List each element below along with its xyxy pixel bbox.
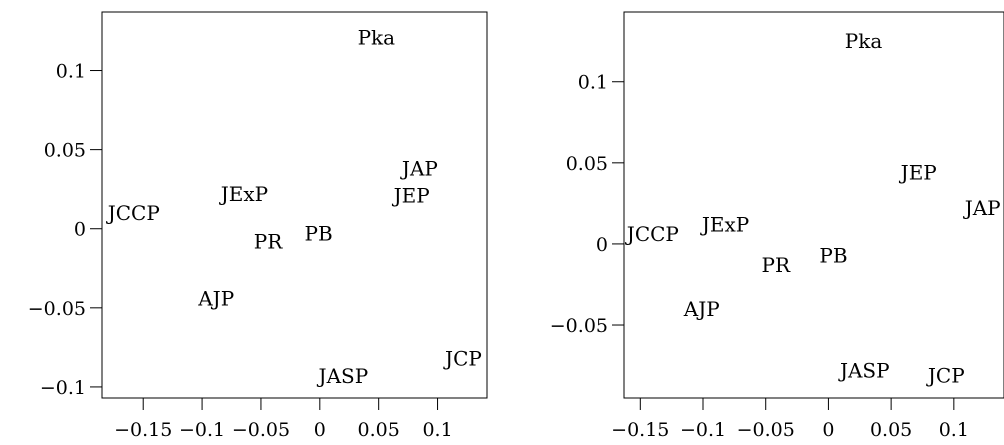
- point-label: JCCP: [625, 222, 679, 246]
- chart-panel-right: −0.15 −0.1 −0.05 0 0.05 0.1 −0.05 0 0.05 0.1 Pka JE…: [550, 11, 1004, 441]
- x-tick-label: −0.05: [737, 419, 795, 441]
- plot-frame: [623, 11, 1004, 399]
- y-tick-label: 0: [596, 234, 608, 256]
- point-label: JCCP: [106, 201, 160, 225]
- point-label: AJP: [683, 297, 720, 321]
- point-label: PR: [761, 253, 790, 277]
- x-tick-label: −0.05: [232, 419, 290, 441]
- y-tick-label: −0.05: [28, 298, 86, 320]
- point-label: PR: [254, 229, 283, 253]
- point-label: JExP: [700, 212, 749, 236]
- y-tick-label: 0.05: [566, 153, 608, 175]
- y-tick-label: −0.05: [550, 315, 608, 337]
- x-tick-label: 0: [314, 419, 326, 441]
- x-tick-label: 0.1: [939, 419, 969, 441]
- chart-panel-left: −0.15 −0.1 −0.05 0 0.05 0.1 −0.1 −0.05 0 0.05 0.1 P…: [28, 11, 488, 441]
- plot-frame: [101, 11, 488, 399]
- point-label: JCP: [443, 346, 482, 370]
- y-tick-label: 0.05: [44, 140, 86, 162]
- y-tick-label: 0: [74, 219, 86, 241]
- x-tick-label: −0.1: [179, 419, 225, 441]
- x-tick-label: −0.15: [611, 419, 669, 441]
- point-label: JASP: [838, 358, 890, 382]
- x-tick-label: 0.05: [358, 419, 400, 441]
- point-label: PB: [305, 221, 333, 245]
- x-tick-label: −0.1: [680, 419, 726, 441]
- point-label: JEP: [899, 161, 937, 185]
- point-label: JExP: [219, 182, 268, 206]
- point-label: JAP: [400, 157, 438, 181]
- point-label: JEP: [392, 184, 430, 208]
- y-tick-label: 0.1: [56, 61, 86, 83]
- x-tick-label: −0.15: [114, 419, 172, 441]
- x-tick-label: 0.05: [870, 419, 912, 441]
- x-tick-label: 0.1: [422, 419, 452, 441]
- x-tick-label: 0: [822, 419, 834, 441]
- point-label: JCP: [926, 363, 965, 387]
- y-tick-label: 0.1: [578, 72, 608, 94]
- y-tick-label: −0.1: [40, 377, 86, 399]
- point-label: AJP: [197, 286, 234, 310]
- point-label: Pka: [358, 25, 396, 49]
- point-label: JAP: [963, 196, 1001, 220]
- point-label: Pka: [845, 29, 883, 53]
- point-label: JASP: [317, 364, 369, 388]
- point-label: PB: [819, 243, 847, 267]
